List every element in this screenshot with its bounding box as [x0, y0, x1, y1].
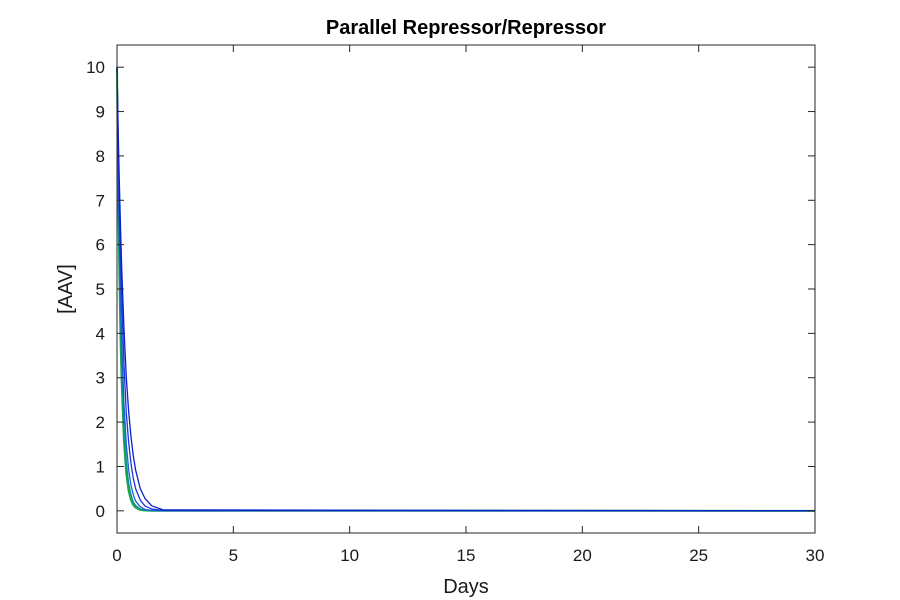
axes-box: [116, 44, 816, 534]
x-tick-label: 25: [689, 546, 708, 565]
y-tick-label: 0: [96, 502, 105, 521]
series-line: [116, 67, 816, 512]
y-tick-label: 7: [96, 191, 105, 210]
x-tick-label: 5: [229, 546, 238, 565]
x-tick-label: 20: [573, 546, 592, 565]
x-axis-label: Days: [443, 576, 489, 598]
x-tick-label: 30: [806, 546, 825, 565]
x-tick-label: 15: [457, 546, 476, 565]
y-tick-label: 3: [96, 369, 105, 388]
y-tick-label: 10: [86, 58, 105, 77]
plot-area: [117, 45, 815, 533]
y-tick-label: 2: [96, 413, 105, 432]
x-tick-label: 10: [340, 546, 359, 565]
y-tick-label: 8: [96, 147, 105, 166]
series-line: [116, 67, 816, 512]
y-tick-label: 1: [96, 457, 105, 476]
x-tick-label: 0: [112, 546, 121, 565]
y-tick-label: 6: [96, 236, 105, 255]
chart-title: Parallel Repressor/Repressor: [326, 17, 606, 39]
y-tick-label: 9: [96, 103, 105, 122]
ticks-group: 0 5 10 15 20 25 30 0 1 2 3 4 5 6 7 8 9 10: [86, 45, 824, 565]
series-group: [116, 67, 816, 512]
y-tick-label: 5: [96, 280, 105, 299]
y-axis-label: [AAV]: [55, 264, 77, 314]
y-tick-label: 4: [96, 324, 105, 343]
series-line: [116, 67, 816, 512]
